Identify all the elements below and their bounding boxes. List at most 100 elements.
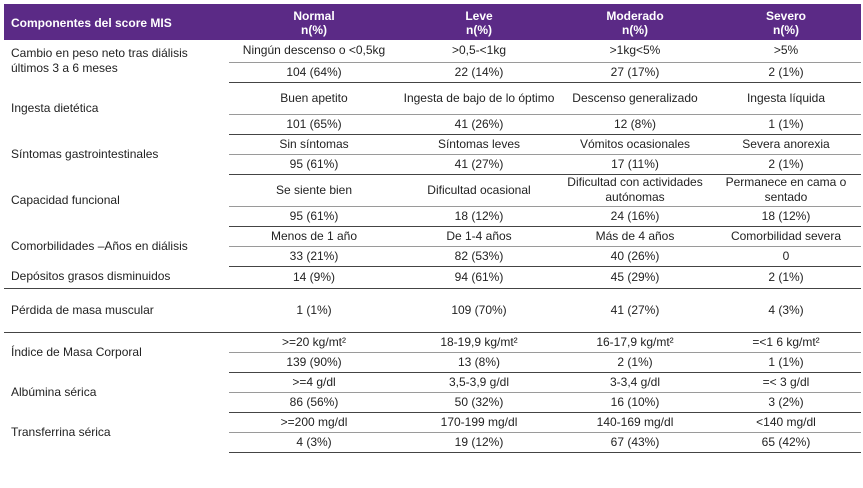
count-cell: 1 (1%) xyxy=(711,351,861,373)
table-row: Capacidad funcional Se siente bien Dificul… xyxy=(4,174,861,207)
criterion-cell: >1kg<5% xyxy=(609,43,661,58)
criterion-cell: Severa anorexia xyxy=(742,136,830,151)
header-severo-unit: n(%) xyxy=(773,22,799,37)
count-cell: 104 (64%) xyxy=(229,61,399,83)
count-cell: 18 (12%) xyxy=(711,205,861,227)
table-row: Depósitos grasos disminuidos 14 (9%) 94 (6… xyxy=(4,266,861,289)
table-row: 101 (65%) 41 (26%) 12 (8%) 1 (1%) xyxy=(4,113,861,135)
criterion-cell: 18-19,9 kg/mt² xyxy=(440,334,518,349)
row-label: Pérdida de masa muscular xyxy=(4,288,229,333)
table-row: Comorbilidades –Años en diálisis Menos de… xyxy=(4,226,861,253)
header-normal: Normal n(%) xyxy=(229,4,399,40)
table-row: Síntomas gastrointestinales Sin síntomas S… xyxy=(4,134,861,161)
criterion-cell: Ningún descenso o <0,5kg xyxy=(242,43,386,58)
table-row: Transferrina sérica >=200 mg/dl 170-199 mg… xyxy=(4,412,861,439)
criterion-cell: 3,5-3,9 g/dl xyxy=(448,374,510,389)
count-cell: 0 xyxy=(711,245,861,267)
count-cell: 101 (65%) xyxy=(229,113,399,135)
table-row: Cambio en peso neto tras diálisis último… xyxy=(4,40,861,75)
criterion-cell: =<1 6 kg/mt² xyxy=(752,334,820,349)
row-label: Comorbilidades –Años en diálisis xyxy=(11,238,188,253)
table-body: Cambio en peso neto tras diálisis último… xyxy=(4,40,861,453)
table-row: 4 (3%) 19 (12%) 67 (43%) 65 (42%) xyxy=(4,431,861,453)
count-cell: 2 (1%) xyxy=(711,153,861,175)
header-moderado-unit: n(%) xyxy=(622,22,648,37)
criterion-cell: Más de 4 años xyxy=(595,228,675,243)
criterion-cell: Ingesta de bajo de lo óptimo xyxy=(403,90,555,105)
header-normal-title: Normal xyxy=(293,8,335,23)
row-label: Cambio en peso neto tras diálisis último… xyxy=(11,46,188,75)
count-cell: 27 (17%) xyxy=(559,61,711,83)
criterion-cell: >=200 mg/dl xyxy=(280,414,348,429)
count-cell: 65 (42%) xyxy=(711,431,861,453)
criterion-cell: >5% xyxy=(773,43,799,58)
criterion-cell: Dificultad con actividades autónomas xyxy=(567,175,703,204)
count-cell: 82 (53%) xyxy=(399,245,559,267)
count-cell: 17 (11%) xyxy=(559,153,711,175)
count-cell: 1 (1%) xyxy=(229,288,399,333)
table-row: 139 (90%) 13 (8%) 2 (1%) 1 (1%) xyxy=(4,351,861,373)
mis-score-table: Componentes del score MIS Normal n(%) Le… xyxy=(4,4,861,453)
count-cell: 16 (10%) xyxy=(559,391,711,413)
count-cell: 2 (1%) xyxy=(711,61,861,83)
row-label: Capacidad funcional xyxy=(11,192,120,207)
header-moderado: Moderado n(%) xyxy=(559,4,711,40)
row-label: Índice de Masa Corporal xyxy=(11,344,142,359)
table-row: Índice de Masa Corporal >=20 kg/mt² 18-19,… xyxy=(4,332,861,359)
count-cell: 94 (61%) xyxy=(399,266,559,289)
table-row: Ingesta dietética Buen apetito Ingesta de … xyxy=(4,82,861,115)
header-leve-unit: n(%) xyxy=(466,22,492,37)
count-cell: 12 (8%) xyxy=(559,113,711,135)
header-moderado-title: Moderado xyxy=(606,8,664,23)
criterion-cell: Se siente bien xyxy=(275,182,353,197)
criterion-cell: De 1-4 años xyxy=(446,228,512,243)
count-cell: 109 (70%) xyxy=(399,288,559,333)
criterion-cell: 170-199 mg/dl xyxy=(440,414,518,429)
table-row: 95 (61%) 41 (27%) 17 (11%) 2 (1%) xyxy=(4,153,861,175)
criterion-cell: Descenso generalizado xyxy=(572,90,698,105)
header-leve-title: Leve xyxy=(465,8,493,23)
count-cell: 41 (27%) xyxy=(399,153,559,175)
criterion-cell: =< 3 g/dl xyxy=(762,374,810,389)
count-cell: 2 (1%) xyxy=(559,351,711,373)
count-cell: 4 (3%) xyxy=(711,288,861,333)
count-cell: 95 (61%) xyxy=(229,153,399,175)
criterion-cell: >0,5-<1kg xyxy=(451,43,507,58)
row-label: Síntomas gastrointestinales xyxy=(11,146,159,161)
criterion-cell: >=4 g/dl xyxy=(292,374,336,389)
table-row: Albúmina sérica >=4 g/dl 3,5-3,9 g/dl 3-3,4… xyxy=(4,372,861,399)
criterion-cell: 3-3,4 g/dl xyxy=(609,374,661,389)
header-leve: Leve n(%) xyxy=(399,4,559,40)
header-components-label: Componentes del score MIS xyxy=(11,15,172,30)
count-cell: 45 (29%) xyxy=(559,266,711,289)
criterion-cell: 16-17,9 kg/mt² xyxy=(596,334,674,349)
count-cell: 41 (26%) xyxy=(399,113,559,135)
count-cell: 86 (56%) xyxy=(229,391,399,413)
count-cell: 24 (16%) xyxy=(559,205,711,227)
count-cell: 4 (3%) xyxy=(229,431,399,453)
count-cell: 22 (14%) xyxy=(399,61,559,83)
count-cell: 14 (9%) xyxy=(229,266,399,289)
criterion-cell: Menos de 1 año xyxy=(270,228,358,243)
count-cell: 33 (21%) xyxy=(229,245,399,267)
row-label: Ingesta dietética xyxy=(11,100,99,115)
row-label: Transferrina sérica xyxy=(11,424,111,439)
row-label: Albúmina sérica xyxy=(11,384,97,399)
criterion-cell: Buen apetito xyxy=(280,90,348,105)
header-severo: Severo n(%) xyxy=(711,4,861,40)
count-cell: 19 (12%) xyxy=(399,431,559,453)
header-components: Componentes del score MIS xyxy=(4,4,229,40)
count-cell: 40 (26%) xyxy=(559,245,711,267)
table-row: 95 (61%) 18 (12%) 24 (16%) 18 (12%) xyxy=(4,205,861,227)
table-row: 33 (21%) 82 (53%) 40 (26%) 0 xyxy=(4,245,861,267)
criterion-cell: Vómitos ocasionales xyxy=(579,136,691,151)
criterion-cell: Comorbilidad severa xyxy=(730,228,842,243)
table-row: Pérdida de masa muscular 1 (1%) 109 (70%) 4… xyxy=(4,288,861,333)
table-header: Componentes del score MIS Normal n(%) Le… xyxy=(4,4,861,40)
count-cell: 1 (1%) xyxy=(711,113,861,135)
criterion-cell: Síntomas leves xyxy=(437,136,521,151)
count-cell: 41 (27%) xyxy=(559,288,711,333)
criterion-cell: <140 mg/dl xyxy=(756,414,816,429)
count-cell: 18 (12%) xyxy=(399,205,559,227)
